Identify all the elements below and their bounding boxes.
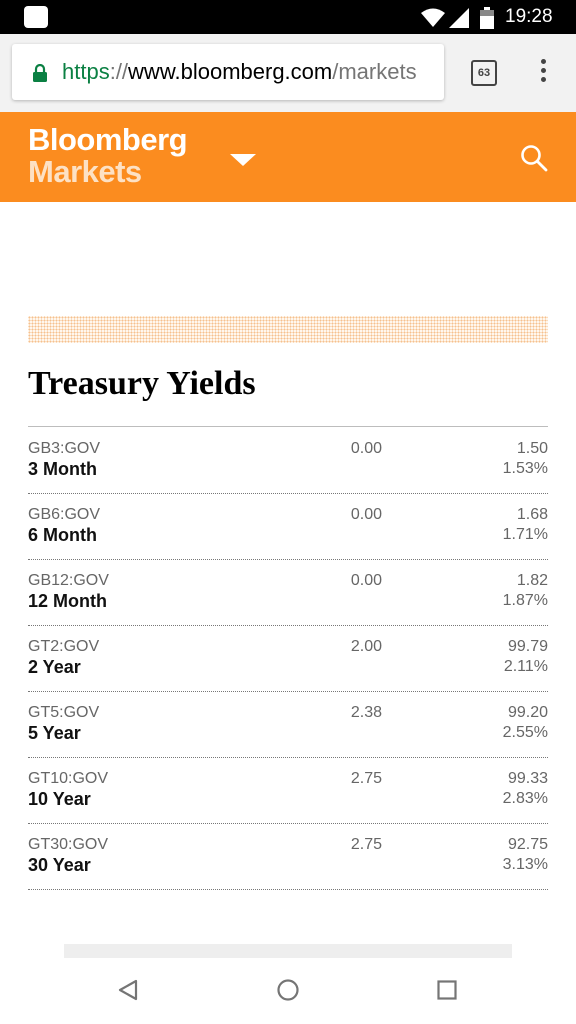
security-name: 12 Month (28, 591, 107, 611)
coupon: 0.00 (350, 572, 382, 589)
battery-icon (480, 7, 494, 29)
home-icon[interactable] (277, 979, 299, 1001)
recents-icon[interactable] (437, 980, 457, 1000)
url-text: https://www.bloomberg.com/markets (62, 59, 417, 85)
system-nav-bar (0, 958, 576, 1024)
yield: 2.83% (502, 790, 548, 807)
ticker: GT30:GOV (28, 836, 109, 853)
price: 1.50 (516, 440, 548, 457)
site-header: Bloomberg Markets (0, 112, 576, 202)
security-name: 6 Month (28, 525, 97, 545)
url-host: www.bloomberg.com (128, 59, 333, 84)
table-row[interactable]: GT2:GOV 2 Year 2.00 99.79 2.11% (28, 626, 548, 692)
coupon: 2.00 (350, 638, 382, 655)
coupon: 2.75 (350, 836, 382, 853)
back-icon[interactable] (118, 979, 138, 1001)
cell-signal-icon (449, 8, 469, 28)
security-name: 30 Year (28, 855, 91, 875)
wifi-icon (421, 8, 445, 27)
overflow-menu-icon[interactable] (533, 56, 553, 88)
ticker: GB12:GOV (28, 572, 109, 589)
security-name: 3 Month (28, 459, 97, 479)
section-title: Treasury Yields (28, 365, 256, 402)
table-row[interactable]: GB6:GOV 6 Month 0.00 1.68 1.71% (28, 494, 548, 560)
address-bar[interactable]: https://www.bloomberg.com/markets (12, 44, 444, 100)
url-separator: :// (109, 59, 129, 84)
yield: 2.11% (503, 658, 548, 675)
lock-icon (33, 64, 47, 82)
ticker: GT10:GOV (28, 770, 109, 787)
tab-count: 63 (477, 67, 491, 79)
brand-logo[interactable]: Bloomberg Markets (28, 122, 188, 189)
price: 1.68 (516, 506, 548, 523)
caret-down-icon[interactable] (230, 154, 256, 166)
price: 92.75 (507, 836, 548, 853)
ticker: GT5:GOV (28, 704, 100, 721)
ticker: GB6:GOV (28, 506, 101, 523)
clock: 19:28 (505, 6, 553, 27)
security-name: 10 Year (28, 789, 91, 809)
brand-line-1: Bloomberg (28, 122, 188, 157)
browser-toolbar: https://www.bloomberg.com/markets 63 (0, 34, 576, 112)
table-row[interactable]: GT5:GOV 5 Year 2.38 99.20 2.55% (28, 692, 548, 758)
coupon: 0.00 (350, 440, 382, 457)
coupon: 2.38 (350, 704, 382, 721)
brand-line-2: Markets (28, 154, 142, 189)
table-row[interactable]: GB3:GOV 3 Month 0.00 1.50 1.53% (28, 428, 548, 494)
table-row[interactable]: GT10:GOV 10 Year 2.75 99.33 2.83% (28, 758, 548, 824)
treasury-yields-table: GB3:GOV 3 Month 0.00 1.50 1.53% GB6:GOV … (28, 428, 548, 890)
security-name: 2 Year (28, 657, 81, 677)
table-row[interactable]: GT30:GOV 30 Year 2.75 92.75 3.13% (28, 824, 548, 890)
url-scheme: https (62, 59, 110, 84)
table-row[interactable]: GB12:GOV 12 Month 0.00 1.82 1.87% (28, 560, 548, 626)
url-path: /markets (332, 59, 417, 84)
decorative-dotted-band (28, 316, 548, 343)
tabs-icon[interactable]: 63 (471, 60, 497, 86)
app-notification-icon (24, 6, 48, 28)
search-icon[interactable] (520, 144, 548, 172)
coupon: 0.00 (350, 506, 382, 523)
ticker: GB3:GOV (28, 440, 101, 457)
security-name: 5 Year (28, 723, 81, 743)
yield: 1.53% (502, 460, 548, 477)
price: 99.79 (507, 638, 548, 655)
ad-placeholder (64, 944, 512, 958)
title-divider (28, 426, 548, 427)
yield: 3.13% (502, 856, 548, 873)
price: 99.33 (507, 770, 548, 787)
yield: 1.71% (502, 526, 548, 543)
yield: 2.55% (502, 724, 548, 741)
price: 99.20 (507, 704, 548, 721)
coupon: 2.75 (350, 770, 382, 787)
price: 1.82 (516, 572, 548, 589)
ticker: GT2:GOV (28, 638, 100, 655)
status-bar: 19:28 (0, 0, 576, 34)
yield: 1.87% (502, 592, 548, 609)
